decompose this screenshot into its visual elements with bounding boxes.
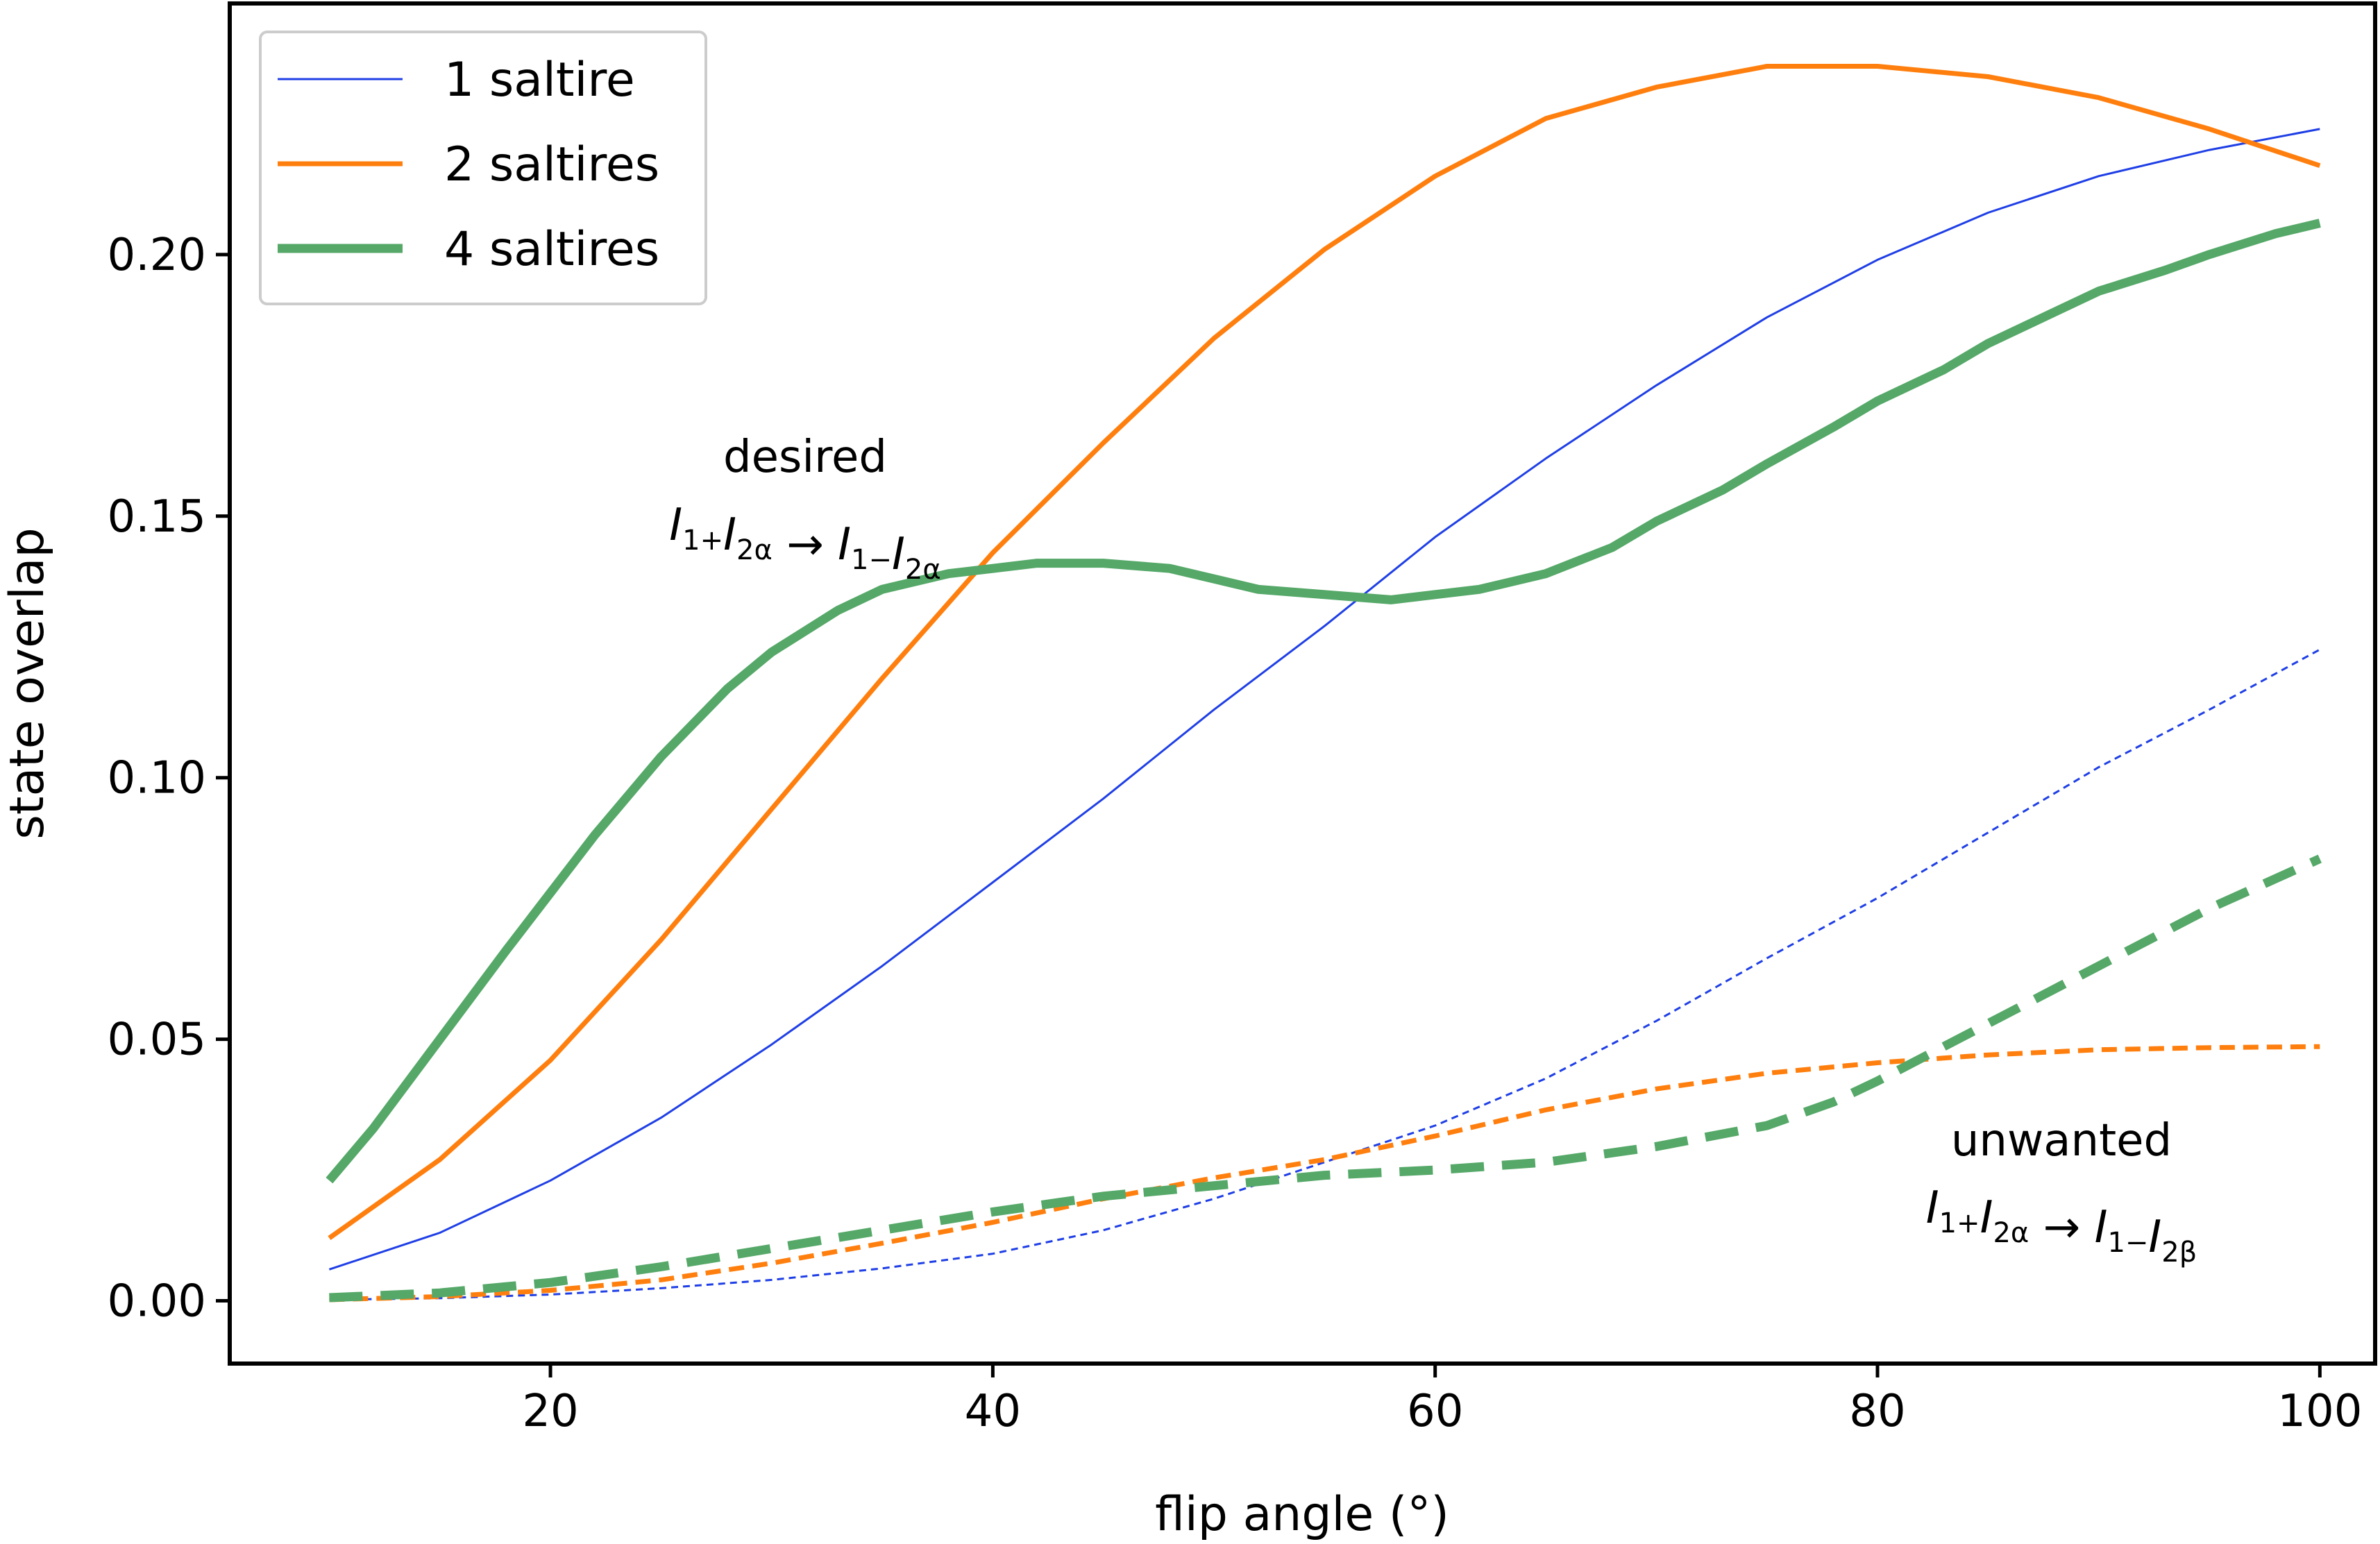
formula-part: 1− (851, 544, 892, 576)
annotation-unwanted-formula: I1+I2α → I1−I2β (1926, 1182, 2197, 1269)
formula-part: I (2148, 1212, 2161, 1263)
formula-part: 2α (1993, 1217, 2029, 1249)
annotation-unwanted: unwanted I1+I2α → I1−I2β (1926, 1115, 2197, 1269)
formula-part: I (669, 500, 682, 551)
ticks-layer: 20 40 60 80 100 0.00 0.05 0.10 0.15 0.20 (108, 230, 2363, 1437)
formula-part: 1+ (682, 525, 723, 557)
x-axis-label: flip angle (°) (1155, 1487, 1449, 1542)
legend-box (259, 31, 707, 305)
y-tick-label: 0.20 (108, 230, 207, 281)
y-tick-label: 0.05 (108, 1015, 207, 1066)
annotation-desired: desired I1+I2α → I1−I2α (669, 432, 940, 586)
y-tick-label: 0.15 (108, 491, 207, 543)
series-line-4-saltires-unwanted (329, 854, 2322, 1303)
formula-part: 1− (2107, 1227, 2148, 1259)
series-line-1-saltire-unwanted (329, 648, 2321, 1301)
legend-items: 1 saltire 2 saltires 4 saltires (278, 53, 659, 277)
x-tick-label: 60 (1407, 1386, 1463, 1437)
annotation-desired-title: desired (723, 432, 887, 483)
annotation-unwanted-title: unwanted (1951, 1115, 2172, 1167)
x-tick-label: 80 (1849, 1386, 1905, 1437)
formula-part: I (838, 519, 851, 570)
formula-part: 1+ (1939, 1207, 1980, 1239)
legend-label-4-saltires: 4 saltires (444, 222, 659, 277)
y-tick-label: 0.10 (108, 753, 207, 804)
formula-part: I (2095, 1202, 2108, 1253)
formula-part: I (1980, 1192, 1993, 1244)
x-tick-label: 100 (2277, 1386, 2362, 1437)
formula-part: I (1926, 1182, 1939, 1234)
annotation-desired-formula: I1+I2α → I1−I2α (669, 500, 940, 586)
x-tick-label: 40 (965, 1386, 1021, 1437)
y-tick-label: 0.00 (108, 1276, 207, 1327)
y-axis-label: state overlap (0, 527, 55, 839)
formula-part: 2β (2161, 1237, 2197, 1269)
legend-label-2-saltires: 2 saltires (444, 137, 659, 192)
series-line-1-saltire-desired (328, 128, 2320, 1271)
formula-part: 2α (905, 554, 941, 586)
legend: 1 saltire 2 saltires 4 saltires (259, 31, 707, 305)
series-line-4-saltires-desired (326, 219, 2321, 1184)
x-tick-label: 20 (522, 1386, 578, 1437)
series-layer (326, 64, 2322, 1303)
formula-part: → (773, 519, 838, 570)
formula-part: I (723, 509, 736, 561)
plot-frame (228, 1, 2377, 1366)
legend-label-1-saltire: 1 saltire (444, 53, 635, 108)
series-line-2-saltires-unwanted (329, 1044, 2320, 1303)
formula-part: → (2029, 1202, 2094, 1253)
formula-part: 2α (736, 534, 773, 566)
formula-part: I (892, 529, 905, 580)
series-line-2-saltires-desired (328, 64, 2321, 1240)
